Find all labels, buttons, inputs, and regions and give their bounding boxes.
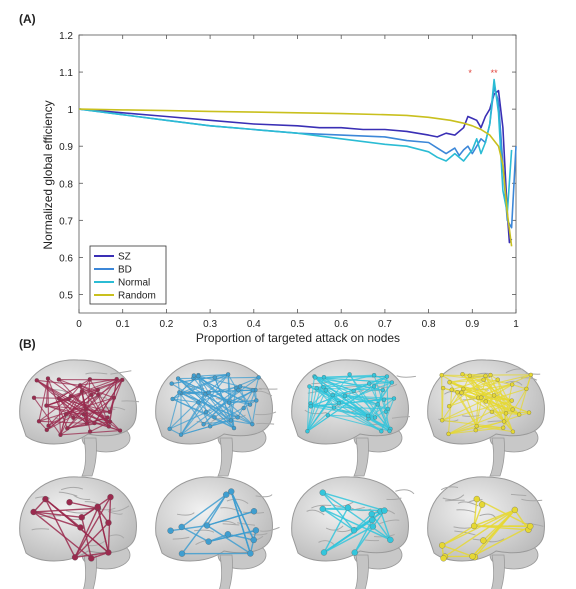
legend: SZ BD Normal Random	[89, 245, 167, 305]
x-tick-label: 0.9	[465, 319, 479, 330]
series-line-normal	[78, 78, 513, 214]
y-tick-label: 1.2	[59, 31, 73, 42]
series-line-random	[78, 108, 513, 247]
x-tick-label: 0.2	[159, 319, 173, 330]
legend-entry: Random	[118, 291, 156, 302]
series-lines	[78, 78, 517, 247]
x-tick-label: 0.1	[116, 319, 130, 330]
y-tick-label: 0.8	[59, 179, 73, 190]
brain-rendering-sz-hubs	[19, 476, 137, 589]
y-tick-label: 0.6	[59, 253, 73, 264]
x-axis-label: Proportion of targeted attack on nodes	[196, 331, 400, 345]
x-tick-label: 1	[513, 319, 519, 330]
legend-entry: Normal	[118, 278, 150, 289]
y-tick-label: 1	[67, 105, 73, 116]
brain-rendering-bd-network	[155, 359, 278, 477]
brain-rendering-normal-network	[291, 359, 416, 477]
y-axis: 0.5 0.6 0.7 0.8 0.9 1 1.1 1.2	[59, 31, 516, 301]
y-tick-label: 0.9	[59, 142, 73, 153]
significance-marker: *	[468, 68, 472, 78]
line-chart: 0.50.60.70.80.911.11.2 0 0.1 0.2 0.3 0.4 0.5 0…	[41, 31, 519, 345]
y-axis-label: Normalized global efficiency	[41, 100, 55, 249]
x-tick-label: 0.7	[378, 319, 392, 330]
legend-entry: BD	[118, 265, 132, 276]
x-tick-label: 0.8	[422, 319, 436, 330]
x-tick-label: 0	[76, 319, 82, 330]
brain-rendering-random-hubs	[427, 476, 545, 589]
legend-entry: SZ	[118, 252, 131, 263]
panel-a-label: (A)	[19, 12, 36, 26]
y-tick-label: 1.1	[59, 68, 73, 79]
x-tick-label: 0.6	[334, 319, 348, 330]
brain-rendering-random-network	[427, 359, 545, 477]
significance-marker: **	[491, 68, 499, 78]
y-tick-label: 0.5	[59, 290, 73, 301]
x-tick-label: 0.4	[247, 319, 261, 330]
x-tick-label: 0.5	[291, 319, 305, 330]
brain-network-panels	[19, 359, 545, 589]
annotations: * **	[468, 68, 498, 78]
brain-rendering-normal-hubs	[291, 476, 415, 589]
panel-b-label: (B)	[19, 337, 36, 351]
brain-rendering-bd-hubs	[155, 476, 280, 589]
y-tick-label: 0.7	[59, 216, 73, 227]
x-tick-label: 0.3	[203, 319, 217, 330]
x-axis: 0 0.1 0.2 0.3 0.4 0.5 0.6 0.7 0.8 0.9 1	[76, 35, 519, 330]
brain-rendering-sz-network	[19, 359, 140, 477]
